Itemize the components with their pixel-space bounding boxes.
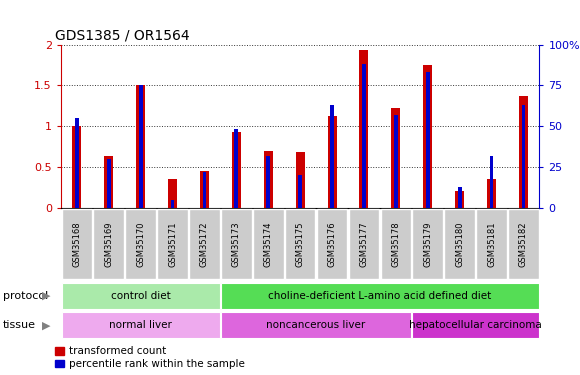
Bar [72,126,81,208]
Bar [296,152,304,208]
Bar [221,209,252,279]
Bar [200,171,209,208]
Bar [136,86,145,208]
Legend: transformed count, percentile rank within the sample: transformed count, percentile rank withi… [55,346,245,369]
Bar [253,209,284,279]
Text: GSM35180: GSM35180 [455,222,464,267]
Bar [508,209,539,279]
Bar [93,209,124,279]
Bar [317,209,347,279]
Text: GSM35169: GSM35169 [104,222,113,267]
Bar [171,200,175,208]
Bar [521,105,525,208]
Bar [285,209,316,279]
Bar [487,179,496,208]
Bar [519,96,528,208]
Bar [61,283,220,309]
Bar [221,283,539,309]
Text: GDS1385 / OR1564: GDS1385 / OR1564 [55,29,190,43]
Text: GSM35177: GSM35177 [360,222,368,267]
Text: GSM35175: GSM35175 [296,222,304,267]
Bar [330,105,334,208]
Bar [266,156,270,208]
Text: GSM35178: GSM35178 [392,222,400,267]
Bar [423,65,432,208]
Bar [490,156,494,208]
Bar [362,64,366,208]
Bar [61,312,220,338]
Bar [476,209,507,279]
Bar [412,312,539,338]
Bar [104,156,113,208]
Text: GSM35170: GSM35170 [136,222,145,267]
Bar [360,50,368,208]
Bar [168,179,177,208]
Text: ▶: ▶ [42,291,50,301]
Bar [349,209,379,279]
Text: GSM35181: GSM35181 [487,222,496,267]
Text: GSM35174: GSM35174 [264,222,273,267]
Text: GSM35182: GSM35182 [519,222,528,267]
Text: control diet: control diet [111,291,171,301]
Text: noncancerous liver: noncancerous liver [266,320,366,330]
Bar [232,132,241,208]
Bar [202,172,206,208]
Bar [107,159,111,208]
Text: protocol: protocol [3,291,48,301]
Bar [221,312,411,338]
Bar [234,129,238,208]
Bar [328,116,336,208]
Text: hepatocellular carcinoma: hepatocellular carcinoma [409,320,542,330]
Bar [75,118,79,208]
Bar [380,209,411,279]
Text: GSM35172: GSM35172 [200,222,209,267]
Bar [392,108,400,208]
Bar [458,186,462,208]
Text: GSM35179: GSM35179 [423,222,432,267]
Text: GSM35173: GSM35173 [232,222,241,267]
Text: ▶: ▶ [42,320,50,330]
Bar [298,175,302,208]
Bar [455,191,464,208]
Bar [157,209,188,279]
Text: GSM35171: GSM35171 [168,222,177,267]
Bar [444,209,475,279]
Bar [264,151,273,208]
Bar [125,209,156,279]
Text: normal liver: normal liver [109,320,172,330]
Bar [189,209,220,279]
Text: choline-deficient L-amino acid defined diet: choline-deficient L-amino acid defined d… [269,291,491,301]
Bar [61,209,92,279]
Bar [412,209,443,279]
Text: tissue: tissue [3,320,36,330]
Bar [426,72,430,208]
Text: GSM35168: GSM35168 [72,222,81,267]
Bar [139,86,143,208]
Text: GSM35176: GSM35176 [328,222,336,267]
Bar [394,115,398,208]
